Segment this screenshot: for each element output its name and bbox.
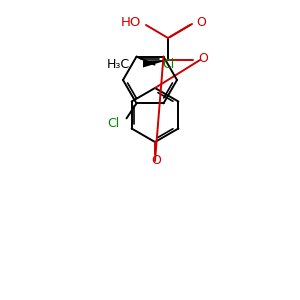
Polygon shape <box>143 60 168 68</box>
Text: Cl: Cl <box>163 58 175 71</box>
Text: HO: HO <box>121 16 141 28</box>
Text: O: O <box>198 52 208 65</box>
Text: Cl: Cl <box>107 117 119 130</box>
Text: O: O <box>196 16 206 29</box>
Text: O: O <box>151 154 161 167</box>
Text: H₃C: H₃C <box>107 58 130 70</box>
